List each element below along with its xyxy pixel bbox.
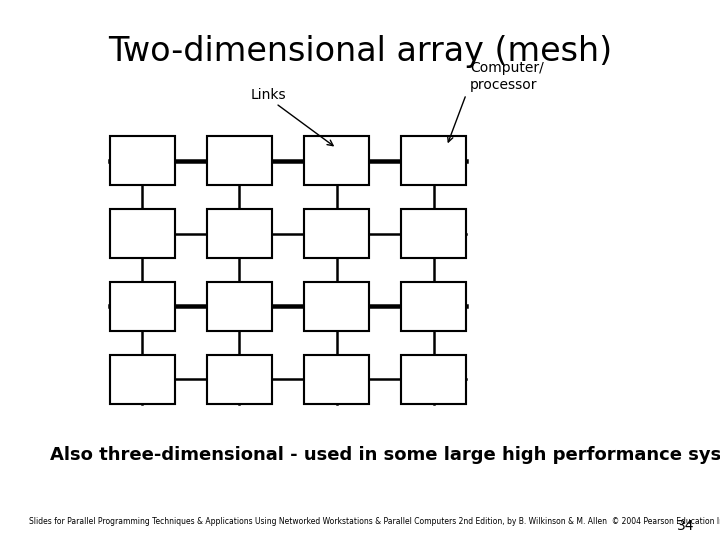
Bar [110, 282, 175, 330]
Text: Links: Links [251, 89, 287, 102]
Bar [305, 355, 369, 404]
Bar [110, 355, 175, 404]
Bar [402, 282, 467, 330]
Text: Slides for Parallel Programming Techniques & Applications Using Networked Workst: Slides for Parallel Programming Techniqu… [29, 517, 720, 526]
Text: Also three-dimensional - used in some large high performance systems.: Also three-dimensional - used in some la… [50, 446, 720, 463]
Bar [305, 137, 369, 185]
Bar [207, 355, 272, 404]
Bar [402, 355, 467, 404]
Text: 34: 34 [678, 519, 695, 534]
Bar [305, 282, 369, 330]
Bar [207, 137, 272, 185]
Bar [402, 210, 467, 258]
Bar [110, 210, 175, 258]
Bar [305, 210, 369, 258]
Bar [207, 210, 272, 258]
Bar [110, 137, 175, 185]
Bar [207, 282, 272, 330]
Text: Computer/
processor: Computer/ processor [470, 62, 544, 91]
Text: Two-dimensional array (mesh): Two-dimensional array (mesh) [108, 35, 612, 68]
Bar [402, 137, 467, 185]
